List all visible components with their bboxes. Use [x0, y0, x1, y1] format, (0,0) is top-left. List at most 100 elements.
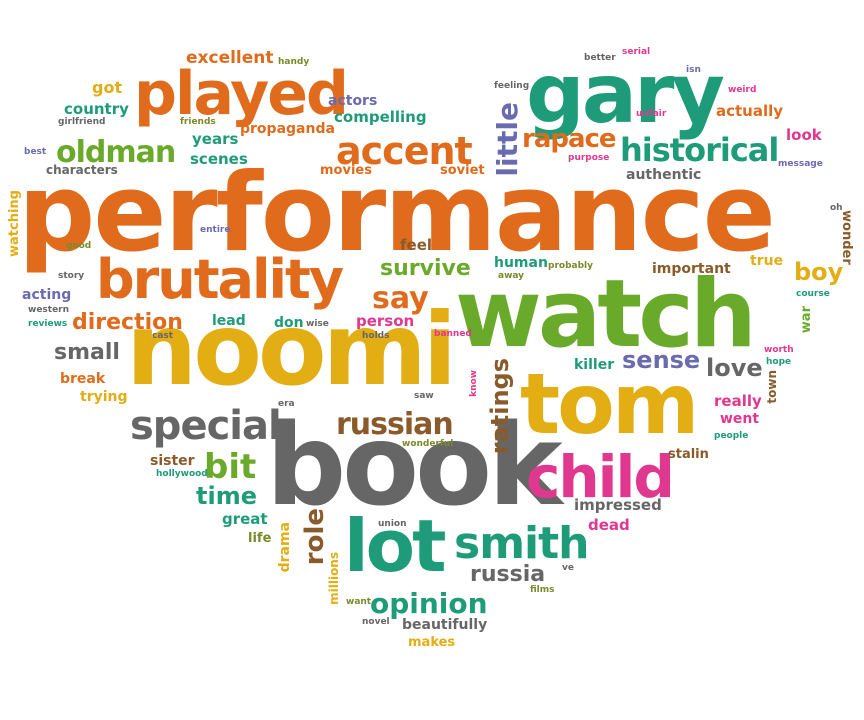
- word-drama: drama: [277, 522, 293, 573]
- word-ve: ve: [562, 563, 574, 573]
- word-got: got: [92, 78, 123, 97]
- word-wonderful: wonderful: [402, 439, 454, 449]
- word-actors: actors: [328, 93, 378, 109]
- word-union: union: [378, 519, 407, 529]
- word-worth: worth: [764, 345, 794, 355]
- word-holds: holds: [362, 331, 390, 341]
- word-tom: tom: [520, 355, 699, 453]
- word-gary: gary: [526, 47, 725, 142]
- word-feel: feel: [400, 236, 433, 254]
- word-oldman: oldman: [56, 135, 176, 170]
- word-compelling: compelling: [334, 108, 427, 126]
- word-course: course: [796, 289, 830, 299]
- word-feeling: feeling: [494, 81, 530, 91]
- word-war: war: [799, 306, 814, 334]
- word-sister: sister: [150, 453, 195, 469]
- word-western: western: [28, 305, 70, 315]
- word-time: time: [196, 482, 257, 510]
- word-went: went: [720, 411, 760, 427]
- word-stalin: stalin: [668, 447, 709, 462]
- word-role: role: [300, 508, 330, 566]
- word-rapace: rapace: [522, 124, 617, 154]
- word-smith: smith: [454, 518, 589, 569]
- word-handy: handy: [278, 57, 310, 67]
- word-story: story: [58, 271, 85, 281]
- word-friends: friends: [180, 117, 216, 127]
- word-russian: russian: [336, 407, 454, 442]
- word-authentic: authentic: [626, 167, 702, 183]
- word-look: look: [786, 126, 822, 144]
- word-actually: actually: [716, 102, 784, 120]
- word-cast: cast: [152, 331, 174, 341]
- word-direction: direction: [72, 310, 183, 335]
- word-hollywood: hollywood: [156, 469, 208, 479]
- word-country: country: [64, 100, 129, 118]
- word-beautifully: beautifully: [402, 617, 488, 633]
- word-message: message: [778, 159, 823, 169]
- word-unfair: unfair: [636, 109, 667, 119]
- word-banned: banned: [434, 329, 472, 339]
- word-best: best: [24, 147, 47, 157]
- word-performance: performance: [18, 151, 776, 276]
- word-say: say: [372, 281, 429, 316]
- word-oh: oh: [830, 203, 843, 213]
- word-good: good: [66, 241, 92, 251]
- word-reviews: reviews: [28, 319, 68, 329]
- word-bit: bit: [204, 447, 257, 487]
- word-novel: novel: [362, 617, 390, 627]
- word-want: want: [346, 597, 372, 607]
- word-years: years: [192, 130, 239, 148]
- word-love: love: [706, 354, 763, 382]
- word-ratings: ratings: [486, 358, 514, 455]
- word-historical: historical: [620, 131, 779, 169]
- word-lead: lead: [212, 313, 246, 329]
- word-opinion: opinion: [370, 587, 488, 620]
- word-great: great: [222, 510, 268, 528]
- word-child: child: [526, 443, 675, 511]
- word-era: era: [278, 399, 295, 409]
- word-away: away: [498, 271, 525, 281]
- word-boy: boy: [794, 258, 844, 286]
- word-millions: millions: [327, 552, 341, 605]
- word-scenes: scenes: [190, 150, 248, 168]
- word-little: little: [491, 102, 524, 177]
- word-person: person: [356, 312, 415, 330]
- word-survive: survive: [380, 256, 471, 281]
- word-hope: hope: [766, 357, 792, 367]
- word-town: town: [765, 370, 779, 404]
- word-don: don: [274, 315, 304, 331]
- word-break: break: [60, 371, 106, 387]
- word-book: book: [266, 401, 563, 531]
- word-noomi: noomi: [126, 291, 457, 408]
- word-propaganda: propaganda: [240, 121, 335, 137]
- word-true: true: [750, 253, 784, 269]
- word-makes: makes: [408, 635, 456, 650]
- word-russia: russia: [470, 562, 546, 587]
- word-special: special: [130, 403, 282, 449]
- word-people: people: [714, 431, 749, 441]
- word-weird: weird: [728, 85, 757, 95]
- word-life: life: [248, 531, 272, 546]
- word-brutality: brutality: [96, 248, 344, 311]
- word-films: films: [530, 585, 555, 595]
- word-important: important: [652, 261, 731, 277]
- word-acting: acting: [22, 287, 72, 303]
- word-lot: lot: [344, 504, 447, 588]
- word-saw: saw: [414, 391, 434, 401]
- word-dead: dead: [588, 516, 630, 534]
- word-wonder: wonder: [839, 210, 854, 265]
- word-girlfriend: girlfriend: [58, 117, 106, 127]
- word-movies: movies: [320, 163, 372, 178]
- word-purpose: purpose: [568, 153, 610, 163]
- word-isn: isn: [686, 65, 701, 75]
- word-characters: characters: [46, 163, 118, 177]
- word-probably: probably: [548, 261, 593, 271]
- word-watching: watching: [7, 190, 22, 257]
- word-sense: sense: [622, 346, 701, 374]
- word-watch: watch: [455, 260, 757, 369]
- word-killer: killer: [574, 357, 615, 373]
- word-know: know: [469, 370, 479, 397]
- word-serial: serial: [622, 47, 651, 57]
- word-small: small: [54, 340, 120, 365]
